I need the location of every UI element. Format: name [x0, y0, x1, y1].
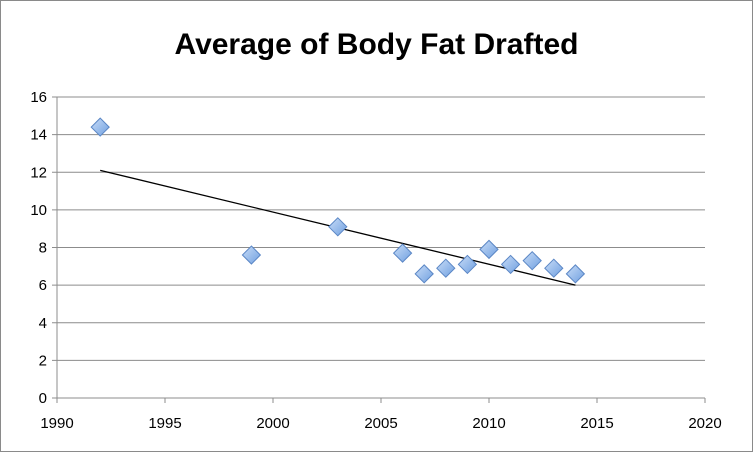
x-tick-label: 2015	[580, 415, 613, 432]
data-point-diamond	[414, 264, 434, 284]
y-tick-label: 16	[30, 89, 47, 106]
y-tick-label: 2	[39, 352, 47, 369]
y-tick-label: 6	[39, 277, 47, 294]
y-tick-label: 8	[39, 240, 47, 257]
chart-title: Average of Body Fat Drafted	[174, 28, 579, 61]
x-tick-label: 1995	[148, 415, 181, 432]
data-point-diamond	[90, 117, 110, 137]
data-point-diamond	[522, 250, 542, 271]
data-points	[90, 117, 586, 284]
data-point-diamond	[328, 217, 348, 237]
x-tick-label: 2005	[364, 415, 397, 432]
x-tick-label: 1990	[40, 415, 73, 432]
gridlines	[57, 96, 705, 361]
data-point-diamond	[241, 245, 262, 265]
axes	[52, 96, 706, 403]
x-tick-label: 2020	[688, 415, 721, 432]
data-point-diamond	[436, 258, 456, 278]
data-point-diamond	[500, 254, 521, 275]
data-point-diamond	[392, 243, 413, 263]
y-tick-label: 12	[30, 164, 47, 181]
x-tick-label: 2010	[472, 415, 505, 432]
y-tick-label: 4	[39, 315, 47, 332]
data-point-diamond	[544, 258, 564, 278]
x-tick-label: 2000	[256, 415, 289, 432]
data-point-diamond	[479, 239, 499, 260]
y-tick-labels: 0 2 4 6 8 10 12 14 16	[30, 89, 47, 407]
data-point-diamond	[565, 264, 586, 284]
y-tick-label: 10	[30, 202, 47, 219]
y-tick-label: 14	[30, 127, 47, 144]
x-tick-labels: 1990 1995 2000 2005 2010 2015 2020	[40, 415, 721, 432]
y-tick-label: 0	[39, 390, 47, 407]
data-point-diamond	[457, 254, 478, 275]
